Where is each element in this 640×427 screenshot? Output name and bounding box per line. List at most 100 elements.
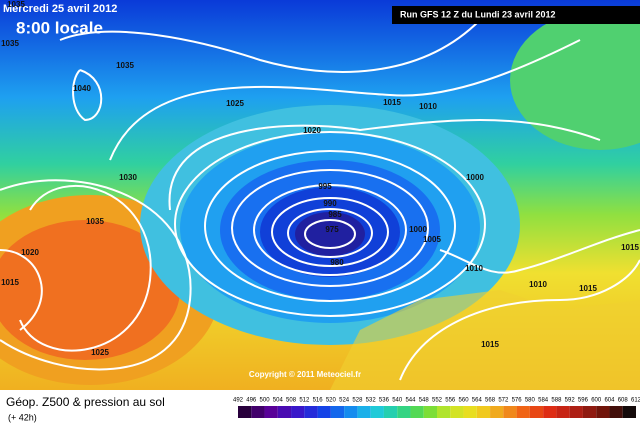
isobar-label: 985: [328, 210, 342, 219]
isobar-label: 1015: [579, 284, 597, 293]
scale-label: 612: [631, 398, 640, 404]
scale-label: 500: [260, 398, 271, 404]
isobar-label: 995: [318, 182, 332, 191]
map-background: [0, 0, 640, 390]
isobar-label: 1015: [481, 340, 499, 349]
scale-swatch: [304, 406, 318, 418]
isobar-label: 990: [323, 199, 337, 208]
isobar-label: 1035: [86, 217, 104, 226]
isobar-label: 1000: [409, 225, 427, 234]
legend-title: Géop. Z500 & pression au sol: [6, 395, 165, 409]
isobar-label: 1010: [529, 280, 547, 289]
isobar-label: 1005: [423, 235, 441, 244]
scale-swatch: [251, 406, 265, 418]
isobar-label: 1035: [1, 39, 19, 48]
scale-swatch: [330, 406, 345, 418]
scale-label: 604: [604, 398, 615, 404]
scale-swatch: [622, 406, 636, 418]
scale-swatch: [490, 406, 504, 418]
scale-label: 572: [498, 398, 509, 404]
scale-label: 508: [286, 398, 297, 404]
scale-swatch: [516, 406, 530, 418]
scale-swatch: [450, 406, 464, 418]
isobar-label: 1030: [119, 173, 137, 182]
scale-label: 540: [392, 398, 403, 404]
isobar-label: 1035: [116, 61, 134, 70]
scale-label: 496: [246, 398, 257, 404]
run-box: [392, 6, 640, 24]
isobar-label: 1015: [621, 243, 639, 252]
scale-swatch: [569, 406, 583, 418]
isobar-label: 1010: [419, 102, 437, 111]
scale-swatch: [397, 406, 411, 418]
scale-label: 548: [419, 398, 430, 404]
scale-swatch: [264, 406, 278, 418]
scale-label: 524: [339, 398, 350, 404]
scale-label: 516: [313, 398, 324, 404]
isobar-label: 1015: [1, 278, 19, 287]
scale-label: 576: [512, 398, 523, 404]
isobar-labels: 1035 1035 1040 1035 1025 1020 1015 1010 1030 1035…: [1, 0, 639, 357]
copyright: Copyright © 2011 Meteociel.fr: [249, 370, 361, 379]
scale-label: 504: [273, 398, 284, 404]
scale-label: 560: [459, 398, 470, 404]
scale-label: 568: [485, 398, 496, 404]
scale-label: 592: [565, 398, 576, 404]
scale-label: 580: [525, 398, 536, 404]
isobar-label: 980: [330, 258, 344, 267]
isobar-label: 1020: [21, 248, 39, 257]
scale-label: 556: [445, 398, 456, 404]
scale-swatch: [238, 406, 252, 418]
scale-swatch: [582, 406, 597, 418]
isobar-label: 1025: [226, 99, 244, 108]
lead-time: (+ 42h): [8, 412, 37, 422]
scale-swatch: [291, 406, 305, 418]
scale-label: 552: [432, 398, 443, 404]
isobar-label: 975: [325, 225, 339, 234]
scale-swatch: [463, 406, 477, 418]
scale-swatch: [476, 406, 491, 418]
forecast-date: Mercredi 25 avril 2012: [3, 3, 117, 15]
isobar-label: 1010: [465, 264, 483, 273]
scale-swatch: [357, 406, 371, 418]
forecast-time: 8:00 locale: [16, 18, 103, 37]
scale-swatch: [277, 406, 292, 418]
scale-swatch: [344, 406, 358, 418]
isobar-label: 1000: [466, 173, 484, 182]
scale-label: 512: [299, 398, 310, 404]
scale-swatch: [503, 406, 517, 418]
scale-swatch: [410, 406, 424, 418]
scale-label: 544: [405, 398, 416, 404]
scale-label: 564: [472, 398, 483, 404]
scale-swatch: [529, 406, 544, 418]
scale-label: 588: [551, 398, 562, 404]
scale-swatch: [383, 406, 398, 418]
scale-label: 600: [591, 398, 602, 404]
isobar-label: 1015: [383, 98, 401, 107]
isobar-label: 1025: [91, 348, 109, 357]
scale-swatch: [437, 406, 451, 418]
scale-swatch: [556, 406, 570, 418]
scale-swatch: [423, 406, 437, 418]
scale-label: 532: [366, 398, 377, 404]
scale-swatch: [609, 406, 623, 418]
isobar-label: 1020: [303, 126, 321, 135]
run-info: Run GFS 12 Z du Lundi 23 avril 2012: [400, 9, 556, 19]
scale-swatch: [596, 406, 610, 418]
isobars: [0, 19, 640, 381]
isobar-label: 1040: [73, 84, 91, 93]
scale-swatch: [317, 406, 331, 418]
scale-swatch: [370, 406, 384, 418]
color-scale: 492 496 500 504 508 512 516 520 524 528 532 536 540 5…: [233, 398, 640, 418]
scale-label: 492: [233, 398, 244, 404]
scale-label: 596: [578, 398, 589, 404]
scale-swatch: [543, 406, 557, 418]
isobar-label: 1035: [7, 0, 25, 9]
scale-label: 608: [618, 398, 629, 404]
scale-label: 520: [326, 398, 337, 404]
scale-label: 536: [379, 398, 390, 404]
scale-label: 528: [352, 398, 363, 404]
scale-label: 584: [538, 398, 549, 404]
